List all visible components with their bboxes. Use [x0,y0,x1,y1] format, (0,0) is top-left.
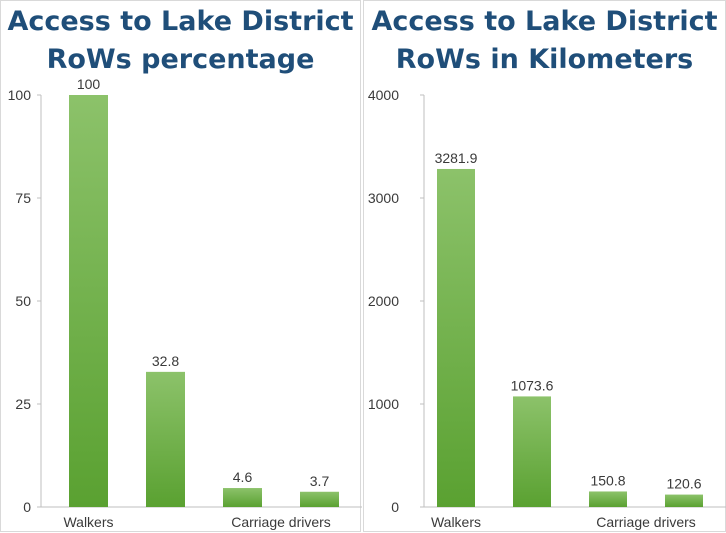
bar [69,95,108,507]
bar [513,396,551,507]
bar [665,494,703,507]
y-tick-label: 3000 [368,190,399,206]
x-tick-label: Carriage drivers [596,514,696,530]
chart-title-line2: RoWs percentage [46,44,315,75]
data-label: 32.8 [152,353,179,369]
bar [146,371,185,507]
y-tick-label: 75 [15,190,31,206]
bar [437,168,475,507]
y-tick-label: 0 [391,499,399,515]
y-tick-label: 100 [8,87,32,103]
chart-title: Access to Lake District RoWs percentage [1,3,360,79]
y-tick-label: 0 [23,499,31,515]
data-label: 120.6 [666,476,701,492]
bar [300,491,339,507]
y-tick-label: 4000 [368,87,399,103]
x-tick-label: Walkers [431,514,481,530]
y-tick-label: 2000 [368,293,399,309]
chart-title: Access to Lake District RoWs in Kilomete… [364,3,725,79]
bar-chart-kilometers: 0 1000 2000 3000 4000 3281.9 Walkers 1073.6 150.… [368,87,726,530]
x-tick-label: Walkers [63,514,113,530]
bar-chart-percentage: 0 25 50 75 100 100 Walkers 32.8 4.6 Carriage driv… [8,76,362,530]
chart-panel-percentage: Access to Lake District RoWs percentage … [0,0,362,532]
x-tick-label: Carriage drivers [231,514,331,530]
data-label: 100 [77,76,101,92]
bar [223,488,262,507]
y-tick-label: 50 [15,293,31,309]
y-tick-label: 1000 [368,396,399,412]
y-tick-label: 25 [15,396,31,412]
data-label: 3281.9 [435,150,478,166]
data-label: 1073.6 [511,377,554,393]
data-label: 3.7 [310,473,330,489]
chart-title-line1: Access to Lake District [371,6,718,37]
chart-panel-kilometers: Access to Lake District RoWs in Kilomete… [363,0,726,532]
chart-title-line1: Access to Lake District [7,6,354,37]
chart-title-line2: RoWs in Kilometers [395,44,694,75]
data-label: 4.6 [233,469,253,485]
bar [589,491,627,507]
data-label: 150.8 [590,472,625,488]
